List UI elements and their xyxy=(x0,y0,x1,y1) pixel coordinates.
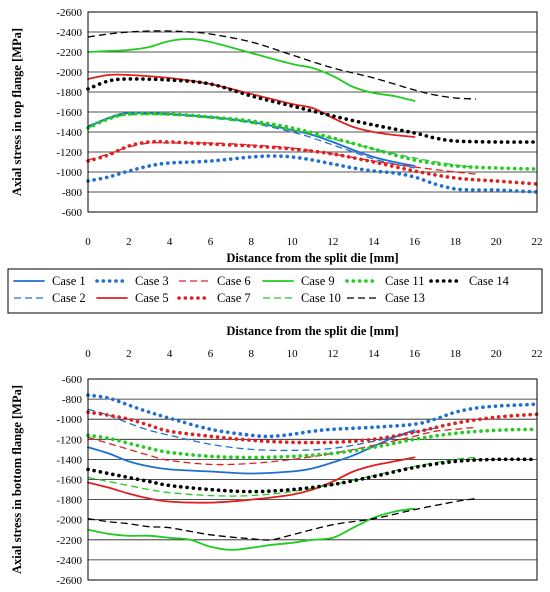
x-tick-label: 16 xyxy=(409,236,421,248)
y-tick-label: -1600 xyxy=(56,475,82,487)
top-series-case-14 xyxy=(86,77,539,144)
top-series-case-11 xyxy=(86,111,539,171)
x-tick-label: 2 xyxy=(126,236,132,248)
x-tick-label: 4 xyxy=(167,348,173,360)
x-tick-label: 0 xyxy=(85,236,91,248)
legend-label-case-3: Case 3 xyxy=(135,274,169,288)
bottom-plot-frame xyxy=(87,378,538,581)
x-tick-label: 6 xyxy=(208,348,214,360)
top-series-case-5 xyxy=(87,73,416,138)
top-flange-chart: -2600 -2400 -2200 -2000 -1800 -1600 -1400 -1200… xyxy=(10,7,543,265)
y-tick-label: -2400 xyxy=(56,555,82,567)
y-tick-label: -2200 xyxy=(56,47,82,59)
y-tick-label: -1200 xyxy=(56,434,82,446)
y-tick-label: -600 xyxy=(62,207,83,219)
legend-label-case-1: Case 1 xyxy=(52,274,86,288)
top-y-axis-label: Axial stress in top flange [MPa] xyxy=(10,28,24,196)
x-tick-label: 12 xyxy=(327,348,338,360)
x-tick-label: 6 xyxy=(208,236,214,248)
bot-series-case-10 xyxy=(87,456,476,497)
y-tick-label: -2000 xyxy=(56,515,82,527)
top-x-axis-label: Distance from the split die [mm] xyxy=(226,251,398,265)
bot-series-case-5 xyxy=(87,456,416,504)
y-tick-label: -2600 xyxy=(56,7,82,19)
top-plot-frame xyxy=(87,11,538,213)
x-tick-label: 10 xyxy=(287,236,299,248)
legend-label-case-14: Case 14 xyxy=(469,274,510,288)
legend-label-case-9: Case 9 xyxy=(301,274,335,288)
x-tick-label: 18 xyxy=(450,348,462,360)
x-tick-label: 0 xyxy=(85,348,91,360)
x-tick-label: 12 xyxy=(327,236,338,248)
x-tick-label: 14 xyxy=(368,348,380,360)
legend: Case 1 Case 3 Case 6 Case 9 Case 11 Case 14 Ca… xyxy=(7,268,543,314)
x-tick-label: 22 xyxy=(532,348,543,360)
y-tick-label: -800 xyxy=(62,187,83,199)
top-series-case-9 xyxy=(87,38,416,102)
x-tick-label: 16 xyxy=(409,348,421,360)
top-series-case-13 xyxy=(87,30,476,100)
bot-series-case-14 xyxy=(86,457,539,494)
y-tick-label: -2400 xyxy=(56,27,82,39)
bottom-x-axis-label: Distance from the split die [mm] xyxy=(226,324,398,338)
y-tick-label: -800 xyxy=(62,394,83,406)
bot-series-case-11 xyxy=(86,427,539,460)
top-series-case-7 xyxy=(86,139,539,186)
top-series-case-10 xyxy=(87,113,476,168)
y-tick-label: -600 xyxy=(62,374,83,386)
bot-series-case-9 xyxy=(87,507,416,551)
y-tick-label: -1000 xyxy=(56,167,82,179)
x-tick-label: 8 xyxy=(249,236,255,248)
y-tick-label: -1400 xyxy=(56,127,82,139)
bot-series-case-13 xyxy=(87,497,476,541)
x-tick-label: 20 xyxy=(491,236,503,248)
bot-series-case-3 xyxy=(86,393,539,439)
bottom-flange-chart: -600 -800 -1000 -1200 -1400 -1600 -1800 -2000 -2… xyxy=(10,324,543,587)
y-tick-label: -2600 xyxy=(56,575,82,587)
legend-label-case-10: Case 10 xyxy=(301,291,341,305)
legend-label-case-13: Case 13 xyxy=(385,291,425,305)
legend-box xyxy=(7,268,543,314)
y-tick-label: -1000 xyxy=(56,414,82,426)
y-tick-label: -2000 xyxy=(56,67,82,79)
x-tick-label: 22 xyxy=(532,236,543,248)
bot-series-case-7 xyxy=(86,410,539,445)
y-tick-label: -1600 xyxy=(56,107,82,119)
legend-label-case-11: Case 11 xyxy=(385,274,424,288)
x-tick-label: 8 xyxy=(249,348,255,360)
bot-series-case-6 xyxy=(87,426,476,466)
x-tick-label: 4 xyxy=(167,236,173,248)
legend-label-case-6: Case 6 xyxy=(217,274,251,288)
bottom-y-axis-label: Axial stress in bottom flange [MPa] xyxy=(10,385,24,574)
bot-series-case-2 xyxy=(87,408,436,452)
x-tick-label: 10 xyxy=(287,348,299,360)
top-series-case-3 xyxy=(86,154,539,194)
legend-label-case-5: Case 5 xyxy=(135,291,169,305)
x-tick-label: 14 xyxy=(368,236,380,248)
x-tick-label: 2 xyxy=(126,348,132,360)
bot-series-case-1 xyxy=(87,429,416,475)
x-tick-label: 18 xyxy=(450,236,462,248)
legend-label-case-2: Case 2 xyxy=(52,291,86,305)
legend-label-case-7: Case 7 xyxy=(217,291,251,305)
y-tick-label: -1800 xyxy=(56,87,82,99)
y-tick-label: -1800 xyxy=(56,495,82,507)
y-tick-label: -2200 xyxy=(56,535,82,547)
top-series-case-6 xyxy=(87,142,476,175)
y-tick-label: -1400 xyxy=(56,454,82,466)
x-tick-label: 20 xyxy=(491,348,503,360)
y-tick-label: -1200 xyxy=(56,147,82,159)
